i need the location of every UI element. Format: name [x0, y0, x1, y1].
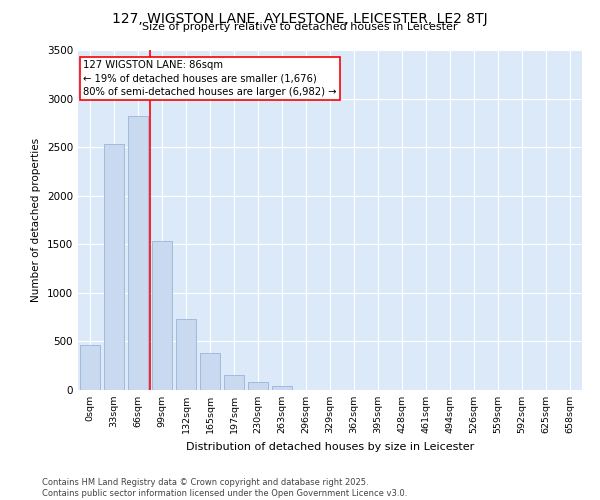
Text: Size of property relative to detached houses in Leicester: Size of property relative to detached ho… — [142, 22, 458, 32]
Text: Contains HM Land Registry data © Crown copyright and database right 2025.
Contai: Contains HM Land Registry data © Crown c… — [42, 478, 407, 498]
Bar — [80, 346, 100, 390]
Bar — [248, 382, 268, 390]
Bar — [176, 319, 196, 390]
Bar — [272, 386, 292, 390]
Bar — [152, 242, 172, 390]
Bar — [128, 116, 148, 390]
Bar — [224, 376, 244, 390]
Text: 127, WIGSTON LANE, AYLESTONE, LEICESTER, LE2 8TJ: 127, WIGSTON LANE, AYLESTONE, LEICESTER,… — [112, 12, 488, 26]
X-axis label: Distribution of detached houses by size in Leicester: Distribution of detached houses by size … — [186, 442, 474, 452]
Bar — [200, 353, 220, 390]
Bar — [104, 144, 124, 390]
Y-axis label: Number of detached properties: Number of detached properties — [31, 138, 41, 302]
Text: 127 WIGSTON LANE: 86sqm
← 19% of detached houses are smaller (1,676)
80% of semi: 127 WIGSTON LANE: 86sqm ← 19% of detache… — [83, 60, 337, 96]
